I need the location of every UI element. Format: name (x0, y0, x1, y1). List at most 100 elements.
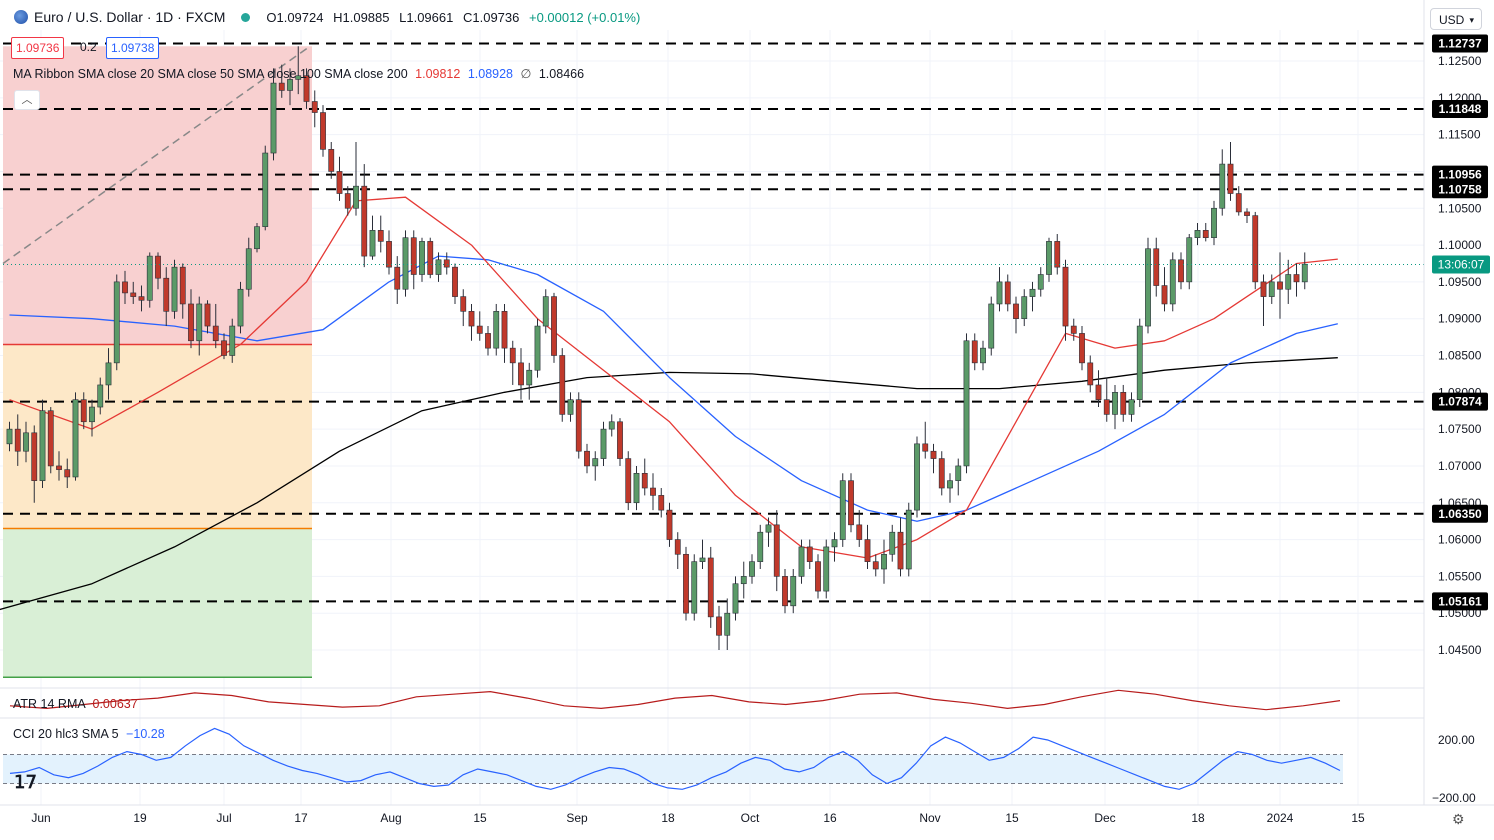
candle-body (1194, 230, 1201, 238)
candle-body (806, 546, 813, 562)
candle-body (996, 281, 1003, 305)
candle-body (221, 340, 227, 356)
fib-trend-line (2, 45, 311, 265)
candle-body (1079, 333, 1085, 364)
candle-body (1046, 241, 1052, 275)
candle-body (1145, 248, 1151, 327)
y-tick-label: 1.10500 (1438, 201, 1482, 215)
candle-body (262, 152, 269, 227)
candle-body (509, 347, 516, 364)
cci-band (3, 754, 1343, 784)
candle-body (823, 546, 830, 592)
candle-body (1252, 215, 1259, 283)
sma50-value: 1.08928 (467, 67, 513, 81)
level-price-tag (1432, 34, 1488, 53)
cci-legend[interactable]: CCI 20 hlc3 SMA 5 −10.28 (13, 727, 165, 741)
candle-body (1277, 281, 1283, 290)
candle-body (584, 450, 590, 467)
candle-body (64, 469, 71, 478)
candle-body (765, 524, 772, 533)
candle-body (344, 193, 351, 209)
gear-icon[interactable]: ⚙ (1452, 811, 1465, 827)
candle-body (1301, 263, 1308, 283)
collapse-legend-button[interactable]: ︿ (14, 90, 40, 110)
candle-body (1103, 399, 1110, 415)
candle-body (188, 303, 194, 342)
candle-body (6, 428, 13, 445)
ohlc-readout: O1.09724 H1.09885 L1.09661 C1.09736 +0.0… (266, 10, 646, 25)
candle-body (353, 185, 359, 209)
candle-body (1112, 392, 1118, 415)
candle-body (163, 277, 170, 312)
candle-body (212, 325, 219, 342)
level-price-label: 1.06350 (1438, 507, 1482, 521)
x-tick-label: Sep (566, 811, 588, 825)
level-price-label: 1.10956 (1438, 168, 1482, 182)
candle-body (567, 399, 574, 415)
x-tick-label: Dec (1094, 811, 1115, 825)
candle-body (146, 255, 153, 301)
candle-body (179, 266, 186, 305)
candle-body (856, 524, 863, 540)
candle-body (773, 524, 780, 577)
chevron-down-icon: ▾ (1469, 15, 1474, 25)
atr-legend[interactable]: ATR 14 RMA 0.00637 (13, 697, 138, 711)
level-price-label: 1.05161 (1438, 594, 1482, 608)
sell-button[interactable]: 1.09736 (11, 37, 65, 59)
candle-body (229, 325, 236, 356)
candle-body (97, 384, 104, 408)
candle-body (361, 185, 368, 257)
candle-body (14, 428, 21, 452)
euro-flag-icon (14, 10, 28, 24)
x-tick-label: Nov (919, 811, 940, 825)
spread-value: 0.2 (80, 40, 97, 54)
candle-body (1178, 259, 1184, 283)
candle-body (872, 561, 879, 570)
buy-button[interactable]: 1.09738 (106, 37, 160, 59)
candle-body (419, 241, 425, 275)
x-tick-label: 19 (133, 811, 147, 825)
candle-body (666, 509, 673, 540)
candle-body (1136, 325, 1143, 400)
candle-body (955, 465, 962, 481)
candle-body (1153, 248, 1160, 286)
symbol-title[interactable]: Euro / U.S. Dollar · 1D · FXCM (34, 9, 226, 25)
level-price-label: 1.12737 (1438, 37, 1482, 51)
candle-body (815, 561, 821, 592)
candle-body (1013, 303, 1019, 319)
y-tick-label: 1.11500 (1438, 128, 1481, 142)
candle-body (31, 432, 38, 481)
candle-body (1186, 237, 1193, 283)
ma-ribbon-legend[interactable]: MA Ribbon SMA close 20 SMA close 50 SMA … (13, 66, 584, 81)
tradingview-logo-icon[interactable]: 𝟣𝟩 (14, 772, 37, 792)
candle-body (1029, 288, 1036, 297)
candle-body (485, 333, 491, 349)
currency-label: USD (1439, 13, 1465, 27)
candle-body (1260, 281, 1267, 297)
candle-body (80, 399, 87, 423)
candle-body (493, 311, 500, 349)
change-value: +0.00012 (+0.01%) (529, 9, 641, 25)
candle-body (1202, 230, 1209, 238)
market-open-icon (241, 12, 251, 22)
ma-ribbon-label: MA Ribbon SMA close 20 SMA close 50 SMA … (13, 67, 408, 81)
candle-body (1244, 211, 1250, 216)
candle-body (410, 237, 417, 275)
candle-body (1211, 207, 1217, 239)
level-price-tag (1432, 180, 1488, 199)
chart-header: Euro / U.S. Dollar · 1D · FXCM O1.09724 … (0, 0, 1424, 34)
candle-body (1037, 274, 1044, 290)
open-value: O1.09724 (266, 9, 324, 25)
candle-body (295, 75, 302, 80)
y-tick-label: 1.07500 (1438, 422, 1482, 436)
candle-body (1285, 274, 1292, 290)
level-price-label: 1.11848 (1439, 102, 1482, 116)
candle-body (460, 296, 467, 312)
candle-body (625, 458, 632, 504)
candle-body (1120, 392, 1127, 415)
currency-dropdown[interactable]: USD ▾ (1430, 8, 1482, 30)
current-price-tag (1432, 255, 1490, 274)
candle-body (947, 480, 953, 489)
candle-body (633, 472, 640, 504)
